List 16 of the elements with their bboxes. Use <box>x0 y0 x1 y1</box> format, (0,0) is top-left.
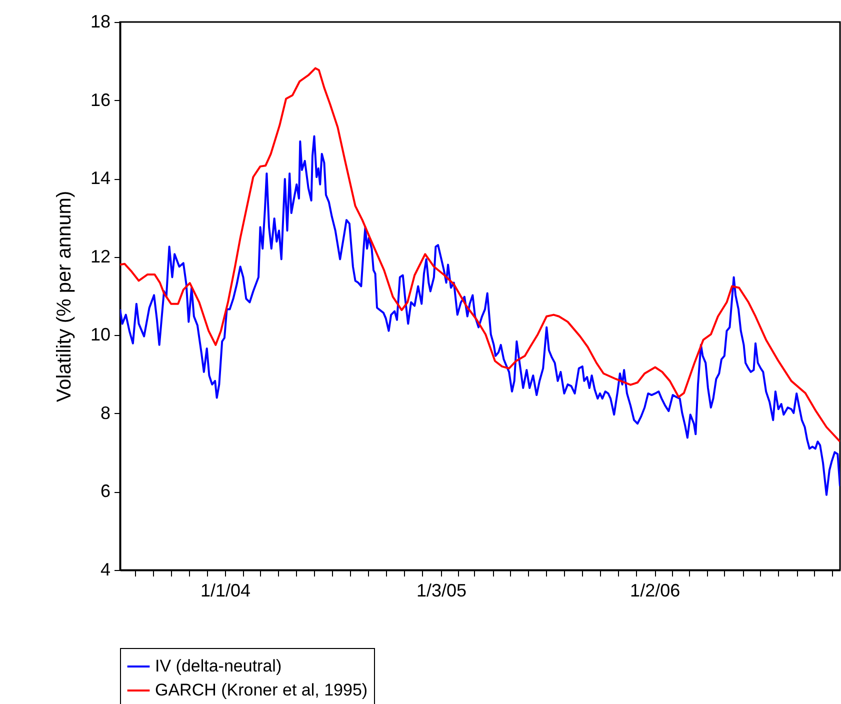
y-tick-label: 8 <box>100 402 110 423</box>
x-tick-label: 1/2/06 <box>630 580 680 600</box>
y-tick-label: 16 <box>90 90 110 110</box>
y-tick-label: 18 <box>90 12 110 32</box>
x-tick-label: 1/3/05 <box>416 580 466 600</box>
y-tick-label: 14 <box>90 168 110 188</box>
line-series <box>120 135 840 496</box>
y-tick-label: 12 <box>90 246 110 266</box>
y-tick-label: 10 <box>90 324 110 345</box>
legend-label: GARCH (Kroner et al, 1995) <box>155 680 368 700</box>
x-tick-label: 1/1/04 <box>200 580 251 600</box>
legend-label: IV (delta-neutral) <box>155 656 282 676</box>
y-tick-label: 4 <box>100 560 110 580</box>
y-axis-title: Volatility (% per annum) <box>53 190 76 402</box>
line-series <box>120 67 840 443</box>
y-tick-label: 6 <box>100 481 110 502</box>
